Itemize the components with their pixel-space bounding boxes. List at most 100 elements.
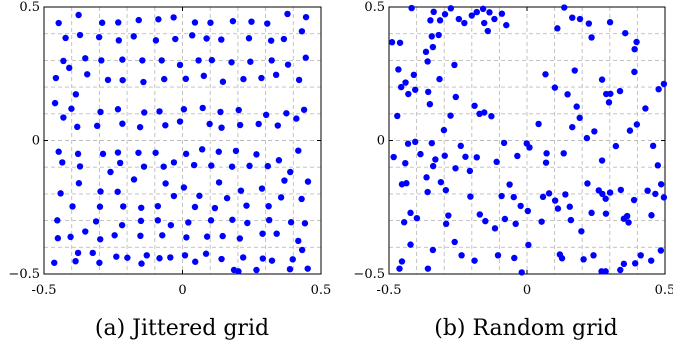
jittered-grid-point [75, 11, 82, 19]
random-grid-caption: (b) Random grid [434, 316, 618, 341]
jittered-grid-point [120, 203, 127, 210]
random-grid-x-tick-label: -0.5 [376, 283, 401, 298]
jittered-grid-point [97, 188, 104, 195]
jittered-grid-point [154, 217, 162, 224]
random-grid-points [388, 4, 668, 276]
random-grid-point [652, 190, 659, 198]
random-grid-point [598, 157, 606, 164]
jittered-grid-point [172, 35, 179, 43]
jittered-grid-point [182, 75, 190, 83]
random-grid-point [445, 212, 452, 219]
random-grid-point [633, 121, 641, 128]
jittered-grid-point [199, 104, 206, 112]
jittered-grid-point [274, 122, 281, 129]
random-grid-point [447, 112, 454, 119]
random-grid-point [413, 214, 421, 222]
jittered-grid-point [245, 35, 253, 42]
random-grid-y-tick-label: −0.5 [353, 267, 385, 282]
random-grid-point [457, 142, 464, 150]
jittered-grid-point [139, 57, 146, 64]
jittered-grid-point [208, 162, 215, 169]
random-grid-point [660, 194, 668, 201]
random-grid-point [631, 45, 638, 53]
jittered-grid-point [82, 55, 89, 62]
random-grid-point [648, 212, 655, 219]
jittered-grid-points [51, 10, 312, 275]
jittered-grid-point [60, 57, 67, 65]
jittered-grid-point [158, 57, 165, 64]
jittered-grid-point [67, 233, 74, 241]
random-grid-point [402, 79, 409, 86]
jittered-grid-point [130, 33, 137, 40]
random-grid-point [396, 39, 404, 46]
random-grid-point [498, 10, 506, 17]
jittered-grid-point [69, 203, 76, 210]
random-grid-point [564, 91, 571, 98]
jittered-grid-point [119, 120, 126, 127]
jittered-grid-point [302, 54, 309, 61]
jittered-grid-point [283, 110, 290, 117]
jittered-grid-point [51, 99, 59, 107]
jittered-grid-point [107, 168, 114, 176]
random-grid-point [403, 180, 410, 187]
jittered-grid-point [119, 76, 126, 84]
random-grid-point [442, 220, 450, 228]
random-grid-point [473, 154, 480, 161]
jittered-grid-point [60, 114, 67, 121]
jittered-grid-point [218, 124, 225, 131]
random-grid-point [452, 93, 459, 101]
jittered-grid-point [141, 109, 148, 116]
random-grid-point [657, 247, 665, 254]
jittered-grid-point [118, 221, 126, 229]
random-grid-point [535, 120, 542, 128]
jittered-grid-point [135, 149, 142, 156]
random-grid-point [424, 265, 432, 272]
random-grid-point [468, 12, 475, 19]
jittered-grid-point [181, 252, 189, 259]
jittered-grid-point [295, 147, 302, 154]
random-grid-point [442, 186, 450, 194]
jittered-grid-point [258, 185, 266, 192]
random-grid-point [424, 188, 431, 196]
jittered-grid-point [190, 161, 198, 169]
jittered-grid-point [265, 202, 272, 210]
random-grid-point [424, 58, 431, 65]
jittered-grid-point [268, 257, 276, 264]
jittered-grid-point [301, 220, 309, 227]
random-grid-point [510, 193, 517, 201]
random-grid-point [407, 241, 414, 248]
jittered-grid-point [74, 249, 82, 257]
jittered-grid-point [237, 187, 245, 194]
jittered-grid-point [167, 221, 175, 229]
jittered-grid-point [136, 123, 144, 131]
jittered-grid-point [298, 28, 306, 35]
jittered-grid-point [262, 111, 270, 119]
random-grid-point [542, 71, 549, 78]
random-grid-point [441, 152, 448, 159]
random-grid-point [602, 210, 610, 217]
random-grid-point [408, 4, 415, 12]
jittered-grid-point [114, 106, 122, 113]
jittered-grid-point [115, 37, 122, 44]
jittered-grid-point [162, 122, 169, 129]
random-grid-point [501, 215, 509, 223]
random-grid-point [539, 193, 547, 201]
jittered-grid-x-tick-label: -0.5 [31, 283, 56, 298]
jittered-grid-point [62, 34, 69, 42]
random-grid-point [543, 150, 550, 157]
random-grid-point [588, 34, 595, 41]
random-grid-point [390, 153, 397, 161]
jittered-grid-axis-ticks [43, 6, 322, 275]
jittered-grid-point [114, 149, 122, 156]
random-grid-point [407, 209, 414, 217]
jittered-grid-point [208, 56, 216, 64]
jittered-grid-point [287, 219, 295, 226]
jittered-grid-point [191, 19, 199, 26]
random-grid-point [622, 29, 629, 37]
jittered-grid-point [119, 56, 126, 63]
random-grid-point [512, 220, 519, 228]
jittered-grid-point [176, 118, 184, 125]
jittered-grid-point [72, 257, 79, 265]
random-grid-point [428, 139, 435, 147]
